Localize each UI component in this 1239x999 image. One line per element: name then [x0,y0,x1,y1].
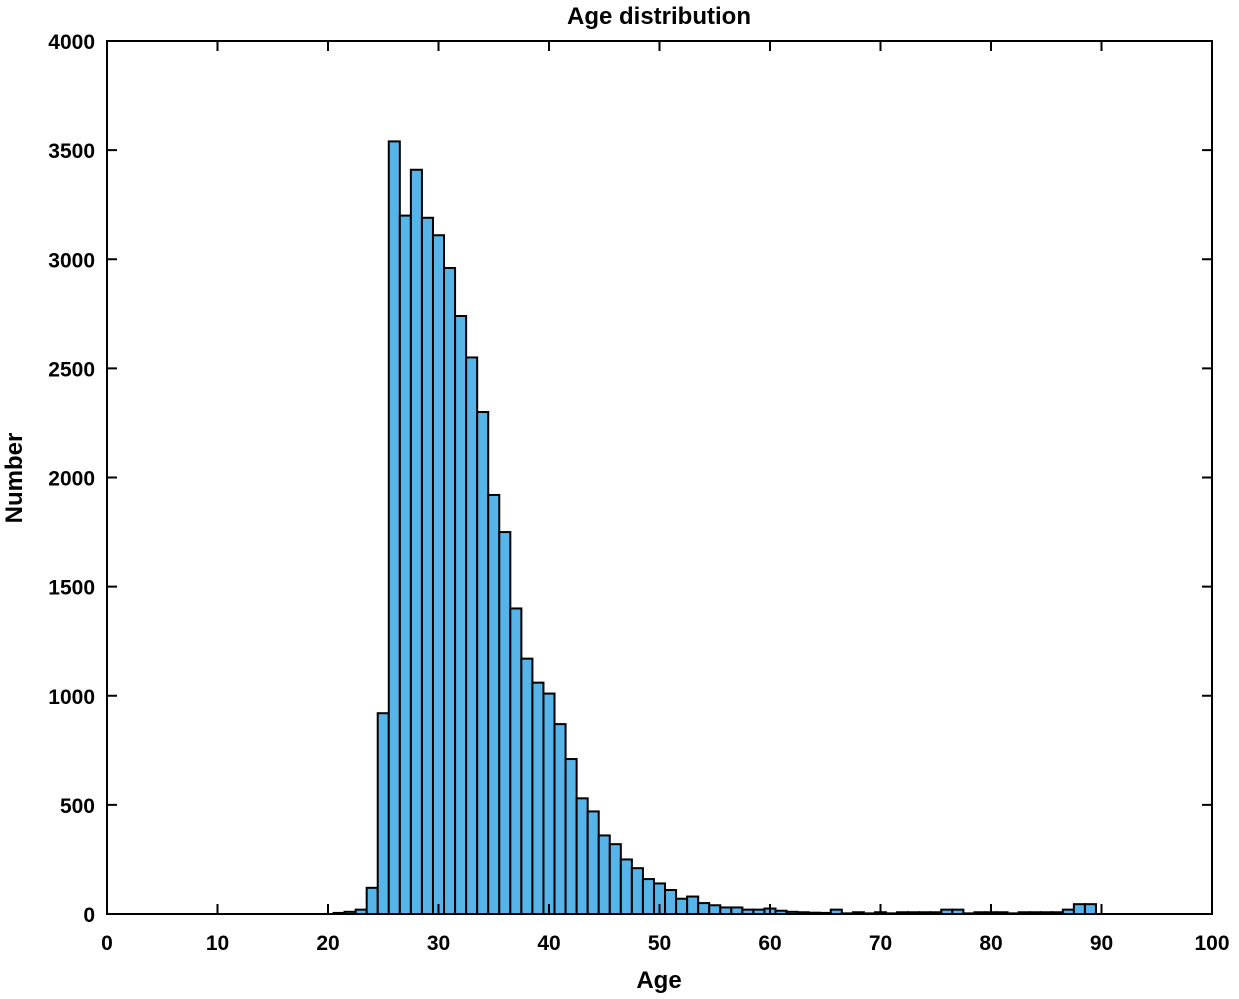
histogram-bar [476,411,490,915]
histogram-bar [664,888,678,915]
y-axis-ticks: 0 500 1000 1500 2000 2500 3000 3500 4000 [48,31,1212,927]
histogram-bar [531,681,545,916]
x-tick-label: 60 [758,932,781,955]
histogram-bar [1072,903,1086,916]
plot-frame [106,40,1213,915]
histogram-bar [630,867,644,915]
x-tick-label: 100 [1194,932,1229,955]
histogram-bar [487,493,501,915]
histogram-bars [332,140,1097,916]
histogram-bar [454,314,468,915]
y-tick-label: 0 [83,904,95,927]
histogram-bar [520,657,534,916]
x-tick-label: 10 [206,932,229,955]
histogram-bar [619,858,633,915]
histogram-bar [575,797,589,916]
chart-title: Age distribution [567,3,751,30]
histogram-bar [1083,903,1097,916]
x-tick-label: 40 [537,932,560,955]
histogram-bar [365,886,379,915]
y-tick-label: 2500 [48,358,95,381]
histogram-bar [564,758,578,915]
histogram-bar [686,895,700,915]
x-axis-label: Age [636,967,681,994]
histogram-bar [708,904,722,916]
histogram-bar [431,234,446,915]
x-tick-label: 80 [979,932,1002,955]
y-tick-label: 2000 [48,468,95,491]
histogram-bar [641,878,655,916]
histogram-bar [675,897,689,915]
histogram-bar [553,723,567,915]
histogram-bar [586,810,600,915]
histogram-bar [498,531,512,915]
x-tick-label: 20 [316,932,339,955]
histogram-bar [409,168,423,915]
histogram-bar [597,834,611,915]
y-tick-label: 1000 [48,686,95,709]
x-axis-ticks: 0 10 20 30 40 50 60 70 80 90 100 [101,41,1230,955]
histogram-bar [465,356,479,915]
x-tick-label: 0 [101,932,113,955]
histogram-bar [420,216,434,916]
histogram-bar [509,607,523,915]
histogram-bar [398,214,412,916]
histogram-bar [697,902,711,916]
y-tick-label: 500 [60,795,95,818]
histogram-bar [443,266,457,916]
x-tick-label: 90 [1090,932,1113,955]
histogram-bar [376,712,390,916]
x-tick-label: 30 [427,932,450,955]
y-axis-label: Number [1,433,28,524]
y-tick-label: 3500 [48,140,95,163]
y-tick-label: 1500 [48,577,95,600]
y-tick-label: 3000 [48,249,95,272]
histogram-bar [387,140,401,915]
histogram-bar [542,692,556,915]
x-tick-label: 70 [869,932,892,955]
y-tick-label: 4000 [48,31,95,54]
histogram-bar [608,843,622,915]
x-tick-label: 50 [648,932,671,955]
